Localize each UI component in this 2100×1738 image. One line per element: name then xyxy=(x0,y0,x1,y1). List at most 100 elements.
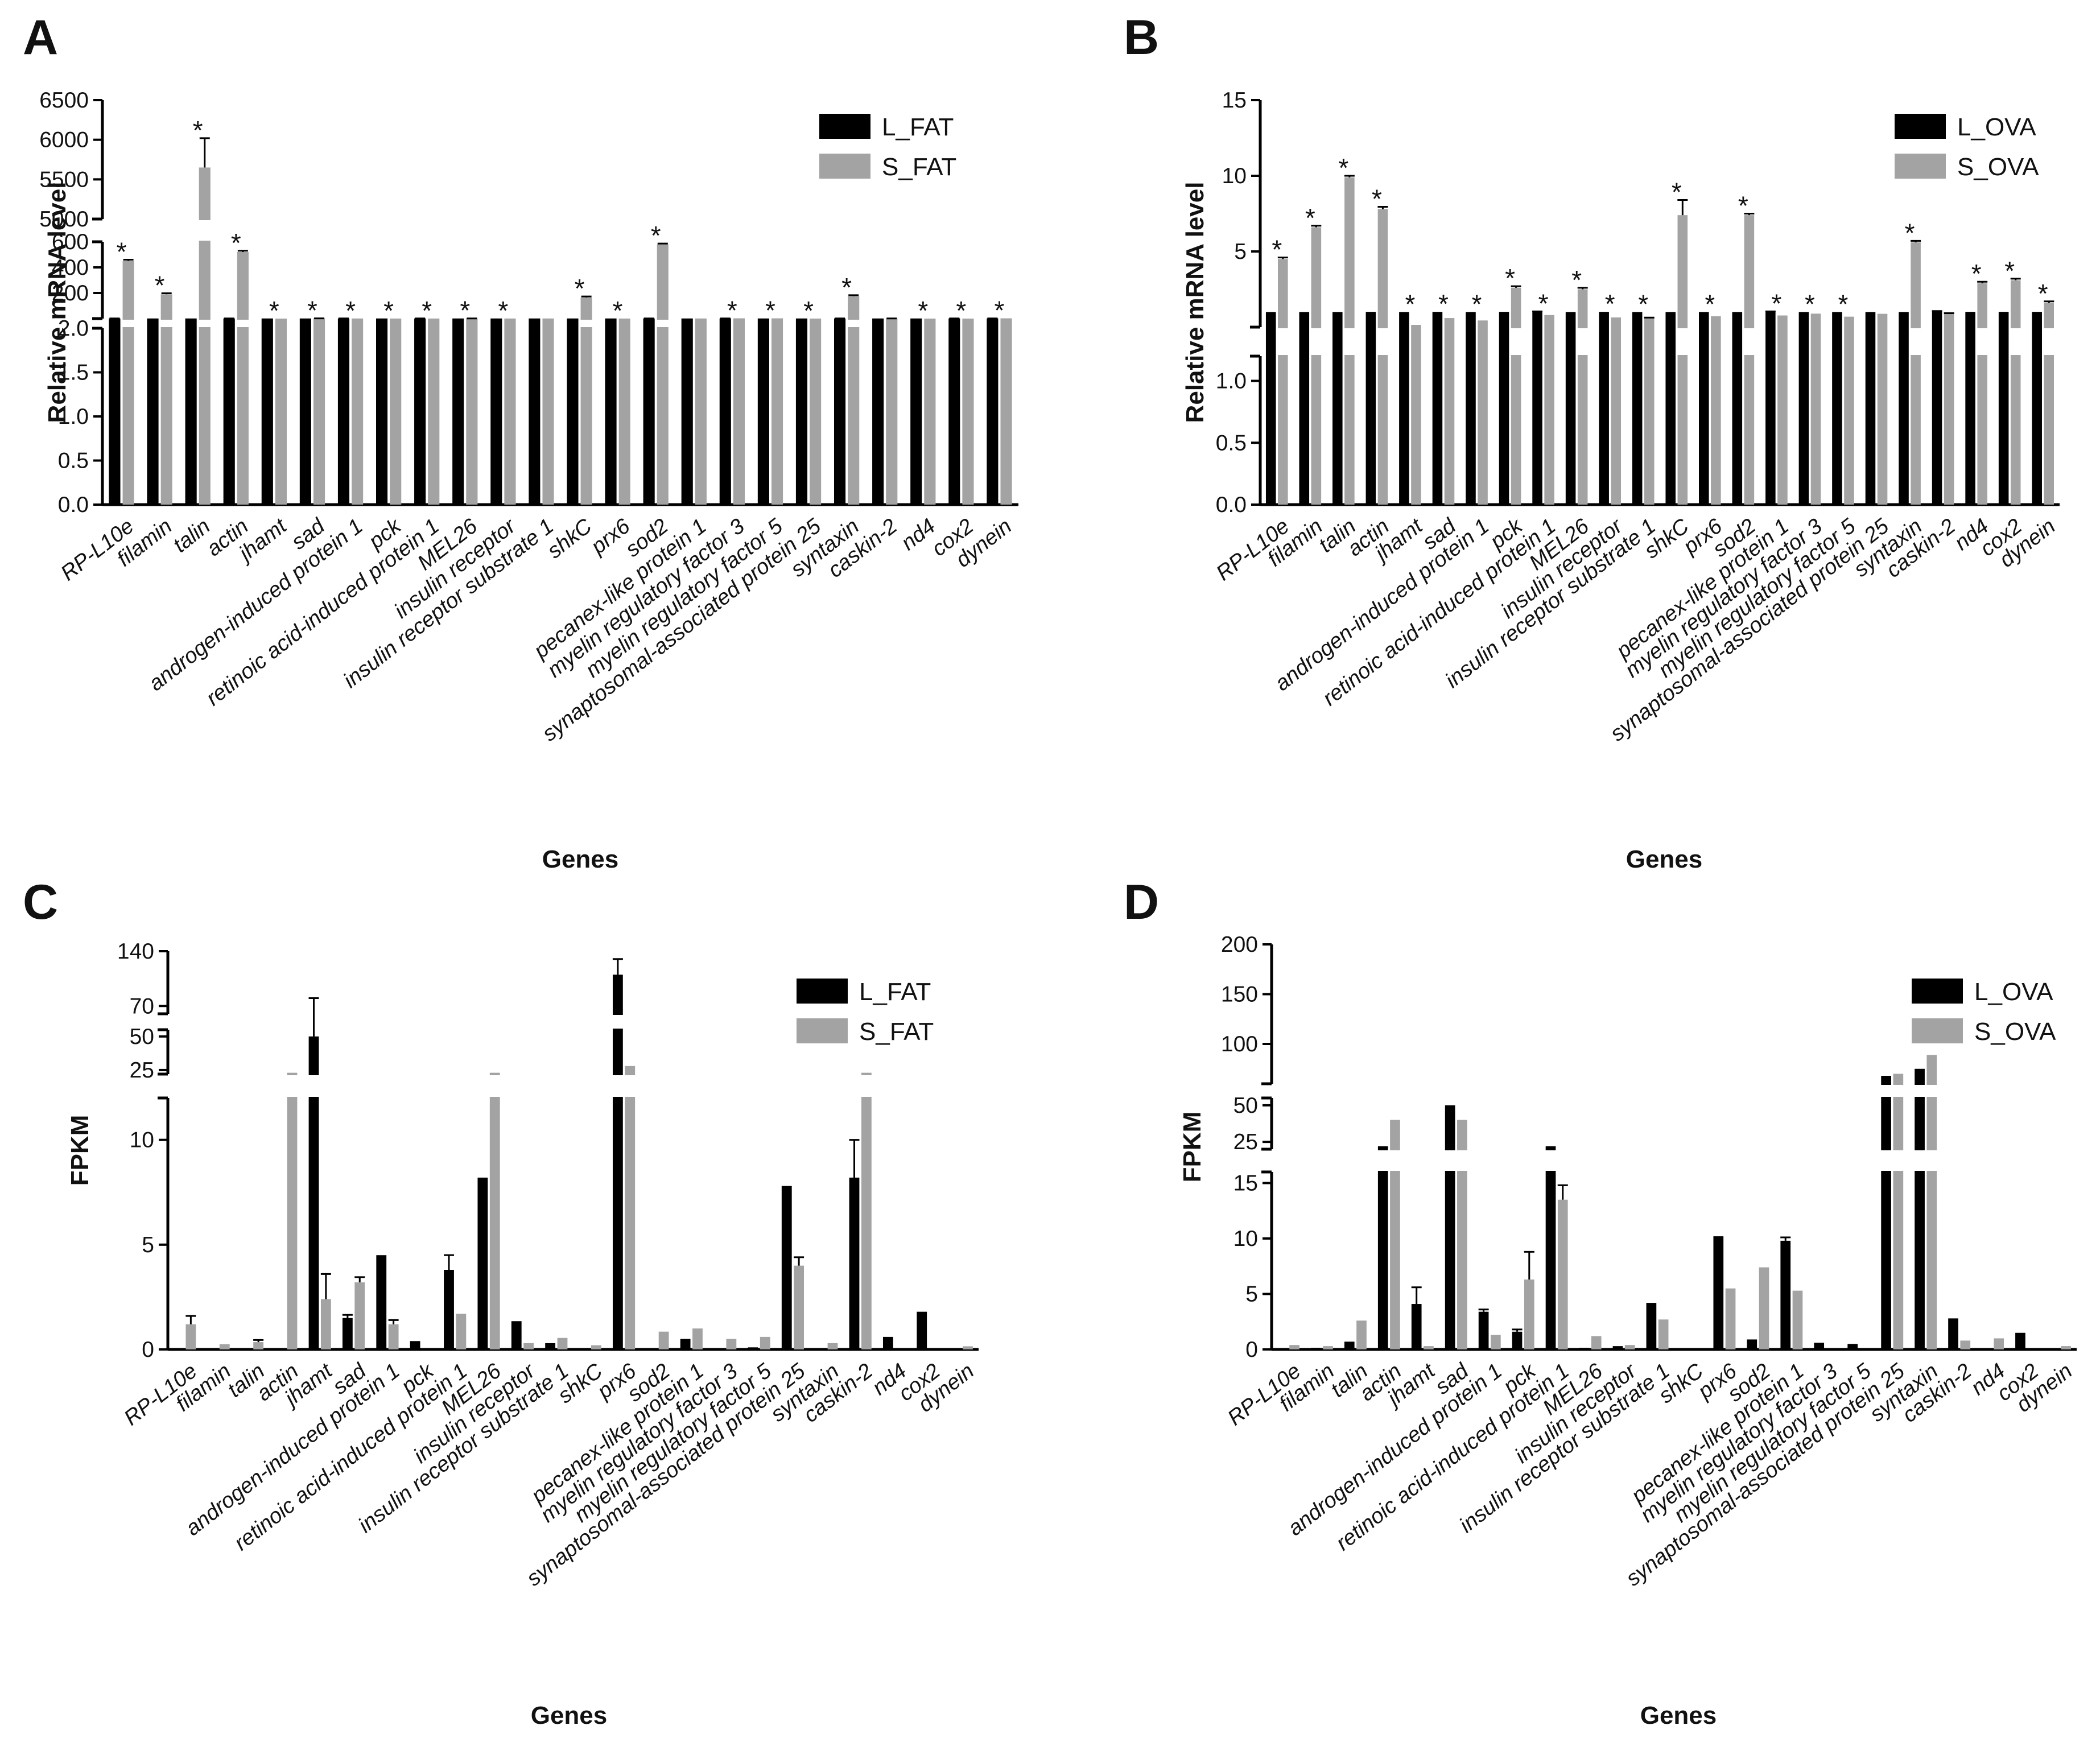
legend-swatch-s-ova xyxy=(1895,154,1946,179)
bar-l-fat-actin xyxy=(275,1348,286,1349)
bar-s-fat-pecanex-like-protein-1 xyxy=(695,318,707,505)
bar-s-ova-prx6 xyxy=(1711,316,1721,505)
bar-s-ova-retinoic-acid-induced-protein-1 xyxy=(1557,1199,1568,1349)
bar-l-fat-caskin-2 xyxy=(849,1177,860,1349)
bar-l-ova-myelin-regulatory-factor-3 xyxy=(1798,312,1809,505)
bar-s-ova-filamin xyxy=(1323,1346,1333,1349)
bar-s-ova-retinoic-acid-induced-protein-1 xyxy=(1544,315,1554,505)
significance-star: * xyxy=(345,296,356,325)
significance-star: * xyxy=(1338,153,1348,183)
bar-break-gap xyxy=(1892,1150,1904,1171)
bar-s-ova-mel26 xyxy=(1577,289,1588,505)
x-axis-title: Genes xyxy=(531,1702,608,1729)
significance-star: * xyxy=(1738,191,1748,221)
bar-s-ova-pck xyxy=(1524,1279,1534,1349)
y-axis-title: FPKM xyxy=(66,1115,94,1186)
legend-swatch-l-fat xyxy=(819,114,870,139)
bar-s-fat-synaptosomal-associated-protein-25 xyxy=(794,1265,804,1349)
y-tick-label: 5 xyxy=(1234,240,1247,264)
legend-swatch-l-fat xyxy=(797,979,848,1004)
bar-s-fat-retinoic-acid-induced-protein-1 xyxy=(456,1314,467,1349)
bar-l-ova-myelin-regulatory-factor-5 xyxy=(1847,1344,1858,1349)
legend-label-l-ova: L_OVA xyxy=(1974,978,2053,1006)
legend-swatch-l-ova xyxy=(1895,114,1946,139)
bar-s-ova-pecanex-like-protein-1 xyxy=(1792,1290,1803,1349)
y-tick-label: 1.0 xyxy=(1216,369,1247,394)
bar-l-ova-caskin-2 xyxy=(1932,311,1942,505)
bar-l-ova-pecanex-like-protein-1 xyxy=(1765,312,1776,505)
bar-break-gap xyxy=(580,320,593,327)
bar-s-fat-sod2 xyxy=(658,1331,669,1349)
significance-star: * xyxy=(1405,289,1415,319)
bar-break-gap xyxy=(1880,1150,1892,1171)
y-tick-label: 0.5 xyxy=(1216,431,1247,455)
significance-star: * xyxy=(1472,289,1482,319)
bar-s-ova-pecanex-like-protein-1 xyxy=(1777,315,1788,505)
bar-s-fat-filamin xyxy=(219,1344,230,1349)
bar-l-ova-mel26 xyxy=(1565,312,1576,505)
bar-l-ova-rp-l10e xyxy=(1265,312,1276,505)
bar-l-ova-actin xyxy=(1377,1146,1388,1349)
bars: * * * * * * * * * * * * * * * * * * * * * xyxy=(109,115,1012,505)
bar-break-gap xyxy=(1377,1150,1389,1171)
bar-break-gap xyxy=(2043,328,2055,355)
y-tick-label: 0 xyxy=(1245,1337,1258,1362)
bar-l-ova-caskin-2 xyxy=(1948,1318,1958,1349)
bar-s-fat-insulin-receptor-substrate-1 xyxy=(542,318,554,505)
y-tick-label: 5 xyxy=(142,1233,154,1257)
significance-star: * xyxy=(1438,289,1449,319)
y-tick-label: 0 xyxy=(142,1337,154,1362)
bar-s-fat-shkc xyxy=(580,297,592,505)
legend-swatch-l-ova xyxy=(1912,979,1963,1004)
bar-s-fat-insulin-receptor-substrate-1 xyxy=(557,1337,568,1349)
bar-l-ova-talin xyxy=(1344,1341,1355,1349)
significance-star: * xyxy=(1505,263,1515,293)
significance-star: * xyxy=(613,296,623,325)
bar-l-fat-syntaxin xyxy=(834,318,846,505)
significance-star: * xyxy=(155,270,165,300)
y-tick-label: 2.0 xyxy=(58,316,89,341)
panel-letter: B xyxy=(1124,10,1159,65)
bar-l-fat-insulin-receptor xyxy=(511,1321,522,1349)
bar-s-fat-myelin-regulatory-factor-3 xyxy=(726,1339,737,1349)
bar-l-ova-retinoic-acid-induced-protein-1 xyxy=(1545,1146,1556,1349)
bar-break-gap xyxy=(1457,1150,1468,1171)
bar-break-gap xyxy=(308,1075,320,1097)
bar-break-gap xyxy=(1510,328,1522,355)
legend-swatch-s-fat xyxy=(797,1018,848,1043)
bar-l-ova-syntaxin xyxy=(1915,1068,1925,1349)
bar-l-fat-myelin-regulatory-factor-3 xyxy=(714,1348,724,1349)
panel-letter: A xyxy=(23,10,58,65)
y-axis-title: FPKM xyxy=(1178,1112,1206,1183)
bar-l-fat-sad xyxy=(299,318,311,505)
bar-break-gap xyxy=(1545,1150,1557,1171)
bar-l-fat-actin xyxy=(223,318,235,505)
y-tick-label: 6500 xyxy=(39,88,89,113)
bar-break-gap xyxy=(1914,1150,1925,1171)
significance-star: * xyxy=(841,273,852,302)
bar-s-fat-sad xyxy=(354,1282,365,1349)
significance-star: * xyxy=(498,296,508,325)
bar-l-fat-androgen-induced-protein-1 xyxy=(376,1255,387,1349)
bar-s-fat-caskin-2 xyxy=(886,318,898,505)
y-axis-title: Relative mRNA level xyxy=(43,182,71,423)
bar-s-fat-shkc xyxy=(591,1345,601,1349)
y-tick-label: 0.0 xyxy=(1216,493,1247,517)
y-tick-label: 400 xyxy=(52,255,89,280)
bar-break-gap xyxy=(1926,1150,1938,1171)
y-tick-label: 25 xyxy=(1233,1130,1258,1154)
bar-s-ova-nd4 xyxy=(1994,1338,2004,1349)
bar-l-fat-cox2 xyxy=(948,318,960,505)
bar-break-gap xyxy=(1914,1085,1925,1097)
bar-break-gap xyxy=(1444,1150,1456,1171)
y-tick-label: 200 xyxy=(52,281,89,306)
panel-letter: D xyxy=(1124,875,1159,930)
bar-s-fat-talin xyxy=(199,167,211,505)
significance-star: * xyxy=(1272,235,1282,265)
bar-break-gap xyxy=(860,1075,872,1097)
bar-break-gap xyxy=(1577,328,1589,355)
bar-s-fat-pecanex-like-protein-1 xyxy=(692,1328,703,1349)
legend-label-s-fat: S_FAT xyxy=(859,1018,934,1046)
bar-s-fat-insulin-receptor xyxy=(523,1343,534,1349)
